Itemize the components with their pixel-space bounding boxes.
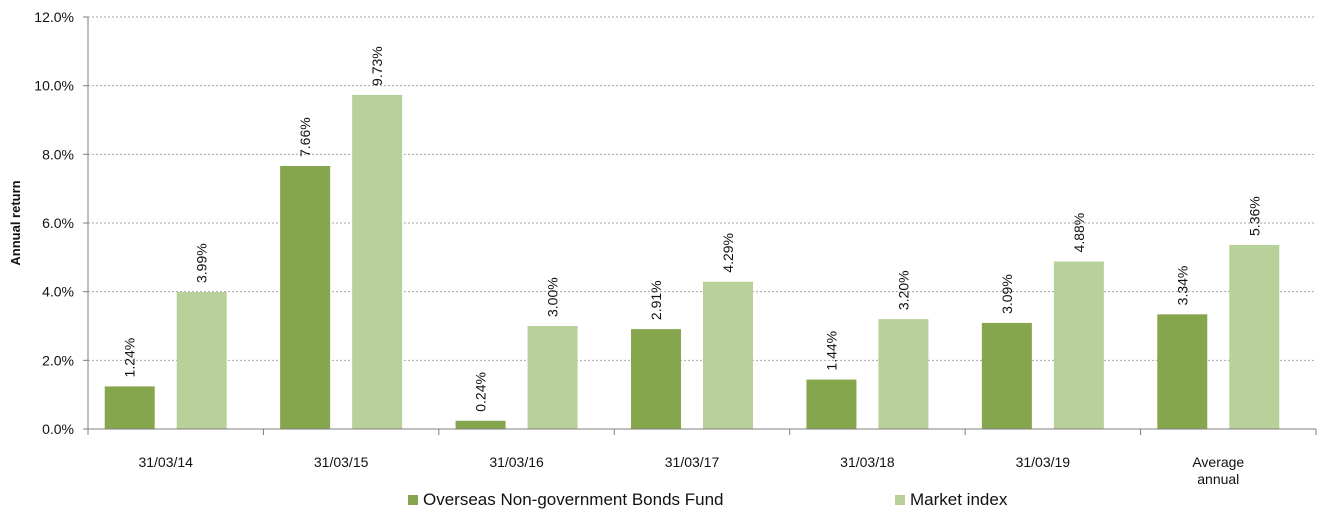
data-label: 9.73% — [369, 46, 385, 86]
legend-item-fund: Overseas Non-government Bonds Fund — [408, 490, 724, 510]
bar — [527, 326, 578, 429]
data-label: 3.00% — [545, 277, 561, 317]
data-label: 7.66% — [297, 117, 313, 157]
data-label: 3.34% — [1174, 266, 1190, 306]
bar — [104, 386, 155, 429]
x-tick-label-line: 31/03/19 — [1016, 454, 1071, 470]
x-tick-label-line: Average — [1192, 454, 1244, 470]
bar — [878, 319, 929, 429]
bar — [806, 379, 857, 429]
x-tick-label: 31/03/19 — [1016, 454, 1071, 470]
x-tick-label: 31/03/17 — [665, 454, 720, 470]
bar — [280, 166, 331, 430]
y-tick-label: 0.0% — [42, 421, 74, 437]
bar — [176, 292, 227, 429]
y-tick-label: 12.0% — [34, 9, 74, 25]
data-label: 5.36% — [1246, 196, 1262, 236]
bar — [631, 329, 681, 429]
x-tick-label-line: return — [1200, 488, 1237, 490]
legend-swatch-fund — [408, 495, 418, 505]
x-tick-label-line: 31/03/14 — [138, 454, 193, 470]
legend: Overseas Non-government Bonds Fund Marke… — [0, 490, 1319, 514]
bar-chart: 0.0% 2.0% 4.0% 6.0% 8.0% 10.0% 12.0% Annual ret… — [8, 9, 1317, 490]
legend-swatch-index — [895, 495, 905, 505]
y-tick-label: 8.0% — [42, 146, 74, 162]
data-label: 1.44% — [823, 331, 839, 371]
x-tick-label: 31/03/14 — [138, 454, 193, 470]
bar — [981, 322, 1032, 429]
y-tick-label: 10.0% — [34, 78, 74, 94]
y-tick-label: 4.0% — [42, 284, 74, 300]
data-label: 4.88% — [1071, 213, 1087, 253]
bar — [703, 281, 753, 429]
bar — [352, 94, 403, 429]
data-label: 2.91% — [648, 280, 664, 320]
x-tick-label-line: annual — [1197, 471, 1239, 487]
legend-item-index: Market index — [895, 490, 1007, 510]
legend-label-fund: Overseas Non-government Bonds Fund — [423, 490, 724, 509]
bar — [1157, 314, 1208, 429]
y-tick-label: 2.0% — [42, 352, 74, 368]
x-tick-label: 31/03/15 — [314, 454, 369, 470]
bar — [1053, 261, 1104, 429]
data-label: 0.24% — [473, 372, 489, 412]
y-tick-label: 6.0% — [42, 215, 74, 231]
data-label: 4.29% — [720, 233, 736, 273]
data-label: 3.09% — [999, 274, 1015, 314]
x-tick-label-line: 31/03/18 — [840, 454, 895, 470]
legend-label-index: Market index — [910, 490, 1008, 509]
x-tick-label-line: 31/03/16 — [489, 454, 544, 470]
x-tick-label-line: 31/03/15 — [314, 454, 369, 470]
x-tick-label: 31/03/18 — [840, 454, 895, 470]
x-tick-label-line: 31/03/17 — [665, 454, 720, 470]
bar — [455, 420, 506, 429]
x-tick-label: 31/03/16 — [489, 454, 544, 470]
bar — [1229, 244, 1280, 429]
data-label: 3.20% — [895, 270, 911, 310]
y-axis-title: Annual return — [8, 180, 23, 265]
data-label: 1.24% — [122, 338, 138, 378]
x-tick-label: Averageannualreturn — [1192, 454, 1244, 490]
data-label: 3.99% — [194, 243, 210, 283]
